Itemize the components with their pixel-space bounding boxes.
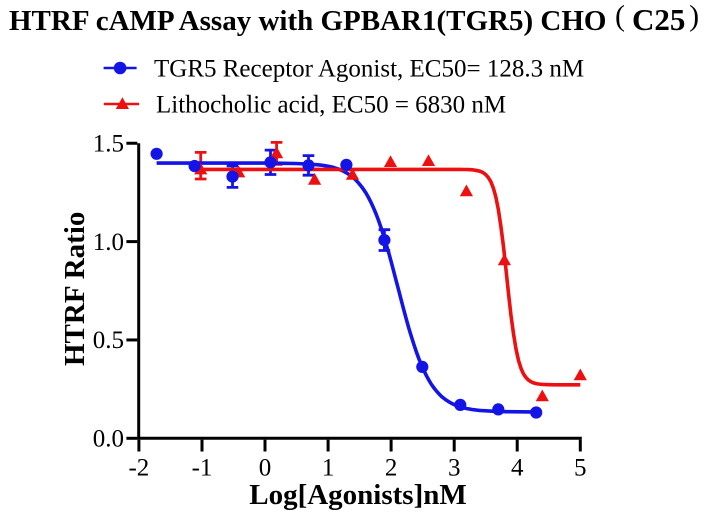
- svg-text:5: 5: [574, 454, 587, 481]
- svg-text:0.0: 0.0: [93, 426, 124, 453]
- svg-text:2: 2: [385, 454, 398, 481]
- svg-text:3: 3: [448, 454, 461, 481]
- svg-text:1.0: 1.0: [93, 229, 124, 256]
- svg-text:0: 0: [259, 454, 272, 481]
- svg-text:1.5: 1.5: [93, 130, 124, 157]
- svg-text:): ): [689, 0, 699, 33]
- svg-text:0.5: 0.5: [93, 327, 124, 354]
- svg-text:TGR5 Receptor Agonist, EC50= 1: TGR5 Receptor Agonist, EC50= 128.3 nM: [154, 55, 584, 82]
- svg-text:(: (: [615, 0, 625, 33]
- svg-text:-2: -2: [128, 454, 149, 481]
- svg-text:HTRF cAMP Assay with GPBAR1(TG: HTRF cAMP Assay with GPBAR1(TGR5) CHO: [9, 5, 606, 37]
- svg-text:1: 1: [322, 454, 335, 481]
- svg-text:-1: -1: [192, 454, 213, 481]
- svg-text:Log[Agonists]nM: Log[Agonists]nM: [249, 479, 467, 511]
- svg-text:4: 4: [511, 454, 524, 481]
- svg-text:Lithocholic acid, EC50 = 6830: Lithocholic acid, EC50 = 6830 nM: [156, 92, 506, 119]
- svg-text:HTRF Ratio: HTRF Ratio: [59, 212, 91, 366]
- svg-text:C25: C25: [632, 2, 685, 37]
